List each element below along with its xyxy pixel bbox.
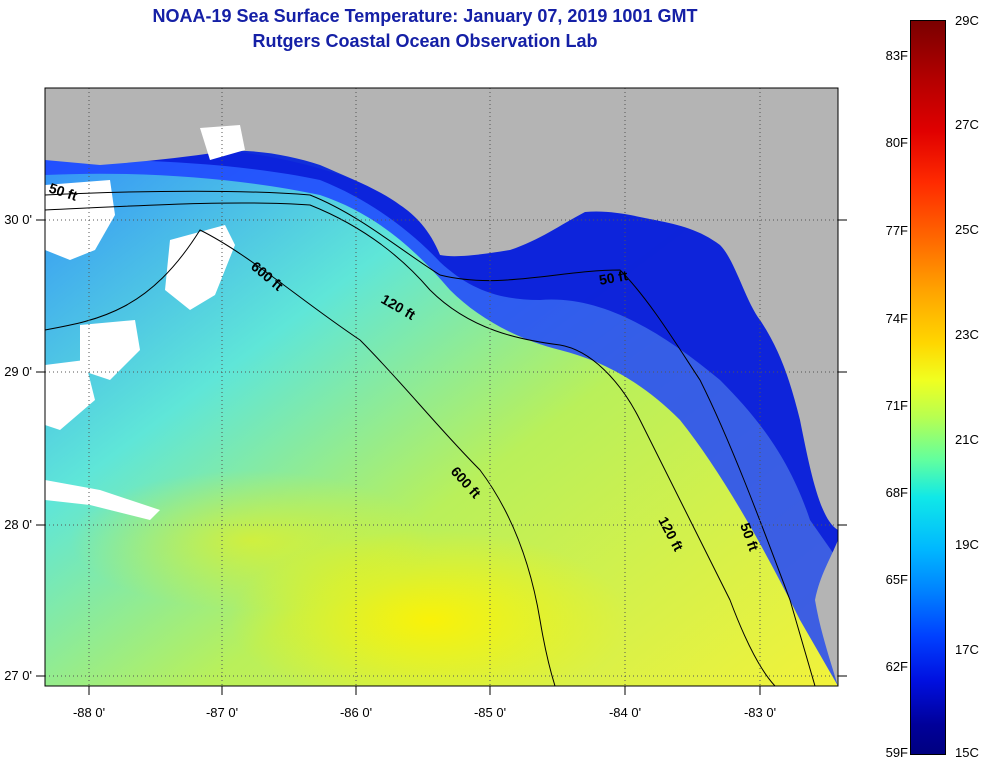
colorbar-c-label: 23C [955,327,979,342]
colorbar-f-label: 68F [885,485,908,500]
map-subtitle: Rutgers Coastal Ocean Observation Lab [252,31,598,51]
warm-water-patch [70,470,430,610]
colorbar-f-label: 74F [885,311,908,326]
latitude-label: 28 0' [4,517,32,532]
latitude-label: 30 0' [4,212,32,227]
colorbar-c-label: 25C [955,222,979,237]
colorbar-c-label: 29C [955,13,979,28]
longitude-label: -84 0' [608,705,642,720]
colorbar-c-label: 19C [955,537,979,552]
contour-50ft [45,190,816,686]
longitude-label: -85 0' [473,705,507,720]
contour-120ft [45,202,776,686]
map-frame [44,87,839,687]
colorbar-f-label: 59F [885,745,908,760]
colorbar-f-label: 71F [885,398,908,413]
colorbar-f-label: 83F [885,48,908,63]
colorbar-c-label: 17C [955,642,979,657]
colorbar-f-label: 62F [885,659,908,674]
longitude-label: -88 0' [72,705,106,720]
latitude-label: 29 0' [4,364,32,379]
cloud-cover [45,125,245,520]
longitude-label: -83 0' [743,705,777,720]
land-mass [45,88,838,530]
map-title: NOAA-19 Sea Surface Temperature: January… [152,6,698,26]
temperature-colorbar [910,20,946,755]
longitude-label: -87 0' [205,705,239,720]
colorbar-f-label: 65F [885,572,908,587]
lat-lon-grid [45,88,838,686]
contour-label-50ft: 50 ft [598,267,629,288]
axis-ticks [36,219,847,695]
colorbar-c-label: 27C [955,117,979,132]
colorbar-c-label: 21C [955,432,979,447]
colorbar-f-label: 80F [885,135,908,150]
latitude-label: 27 0' [4,668,32,683]
coastal-cold-water [45,130,838,560]
land-peninsula [815,540,838,686]
longitude-label: -86 0' [339,705,373,720]
colorbar-c-label: 15C [955,745,979,760]
colorbar-f-label: 77F [885,223,908,238]
